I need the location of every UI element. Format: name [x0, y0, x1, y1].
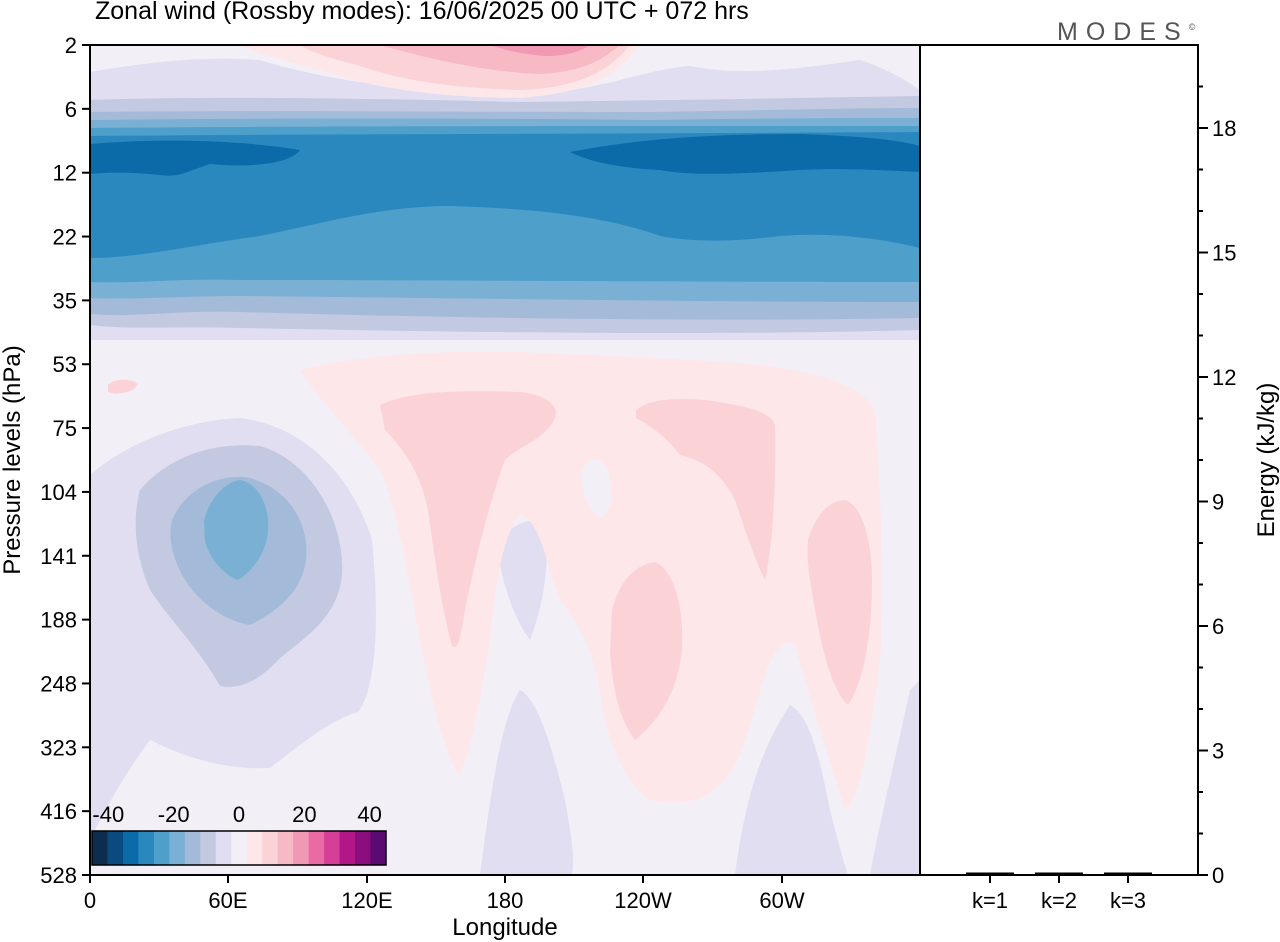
- energy-tick-label: 0: [1212, 863, 1224, 888]
- energy-category-label: k=1: [972, 888, 1008, 913]
- energy-bar: [1104, 872, 1152, 874]
- westerly-lobe-40W: [807, 500, 872, 705]
- energy-tick-label: 9: [1212, 490, 1224, 515]
- y-tick-label: 6: [65, 97, 77, 122]
- x-tick-label: 0: [84, 888, 96, 913]
- energy-axis-title: Energy (kJ/kg): [1253, 383, 1280, 538]
- energy-axis: Energy (kJ/kg) 0 3 6 9 12 15 18: [1198, 85, 1280, 888]
- energy-category-label: k=3: [1110, 888, 1146, 913]
- y-tick-label: 141: [40, 544, 77, 569]
- colorbar-swatch: [262, 831, 279, 865]
- energy-tick-label: 18: [1212, 116, 1236, 141]
- y-tick-label: 248: [40, 671, 77, 696]
- y-tick-label: 22: [53, 225, 77, 250]
- energy-tick-label: 3: [1212, 739, 1224, 764]
- colorbar-swatch: [184, 831, 201, 865]
- colorbar-tick-label: 20: [292, 802, 316, 827]
- colorbar-swatch: [92, 831, 108, 865]
- westerly-lobe-160E: [380, 391, 556, 647]
- energy-panel-frame: [919, 44, 1199, 876]
- y-tick-label: 528: [40, 863, 77, 888]
- colorbar-swatch: [231, 831, 248, 865]
- y-tick-label: 53: [53, 352, 77, 377]
- contour-field: [90, 45, 920, 875]
- colorbar-tick-label: 40: [357, 802, 381, 827]
- energy-category-label: k=2: [1041, 888, 1077, 913]
- chart-title: Zonal wind (Rossby modes): 16/06/2025 00…: [95, 0, 749, 25]
- westerly-speck-50E: [108, 379, 138, 394]
- x-tick-label: 120E: [341, 888, 392, 913]
- logo-text: MODES: [1057, 18, 1189, 46]
- modes-logo: MODES©: [1057, 18, 1195, 47]
- logo-mark: ©: [1188, 22, 1196, 32]
- x-tick-label: 60E: [208, 888, 247, 913]
- colorbar-swatch: [339, 831, 356, 865]
- pressure-axis: Pressure levels (hPa) 2 6 12 22 35 53 75 104 141…: [0, 33, 90, 888]
- x-tick-label: 120W: [614, 888, 672, 913]
- colorbar-swatch: [169, 831, 186, 865]
- y-tick-label: 12: [53, 161, 77, 186]
- colorbar-swatch: [122, 831, 139, 865]
- colorbar-tick-label: -20: [158, 802, 190, 827]
- colorbar-swatch: [355, 831, 372, 865]
- colorbar-swatch: [153, 831, 170, 865]
- westerly-upper-20: [490, 45, 590, 56]
- easterly-core-east: [570, 134, 920, 174]
- easterly-tongue-60W: [735, 705, 848, 875]
- x-tick-label: 60W: [759, 888, 804, 913]
- y-tick-label: 2: [65, 33, 77, 58]
- colorbar-tick-label: 0: [233, 802, 245, 827]
- y-tick-label: 104: [40, 480, 77, 505]
- energy-tick-label: 15: [1212, 241, 1236, 266]
- neutral-blob-140W: [582, 459, 612, 518]
- y-tick-label: 35: [53, 288, 77, 313]
- colorbar-frame: [91, 830, 387, 866]
- colorbar-tick-label: -40: [92, 802, 124, 827]
- longitude-axis: 0 60E 120E 180 120W 60W Longitude: [84, 875, 805, 941]
- easterly-core-west: [90, 140, 300, 176]
- y-tick-label: 323: [40, 735, 77, 760]
- colorbar: -40 -20 0 20 40: [91, 802, 387, 866]
- energy-tick-label: 12: [1212, 365, 1236, 390]
- easterly-low-15: [204, 480, 269, 580]
- colorbar-swatch: [324, 831, 341, 865]
- colorbar-swatch: [246, 831, 263, 865]
- energy-bar: [966, 872, 1014, 874]
- energy-bar: [1035, 872, 1083, 874]
- y-tick-label: 75: [53, 416, 77, 441]
- westerly-lobe-120W: [610, 562, 683, 740]
- energy-tick-label: 6: [1212, 614, 1224, 639]
- y-axis-title: Pressure levels (hPa): [0, 345, 26, 574]
- colorbar-swatch: [308, 831, 325, 865]
- easterly-blob-180: [500, 519, 547, 640]
- colorbar-swatch: [200, 831, 217, 865]
- x-tick-label: 180: [487, 888, 524, 913]
- y-tick-label: 188: [40, 608, 77, 633]
- colorbar-swatch: [277, 831, 294, 865]
- colorbar-swatch: [138, 831, 155, 865]
- easterly-tongue-180: [480, 690, 574, 875]
- westerly-lobe-100W: [636, 399, 776, 580]
- easterly-tongue-east: [870, 680, 920, 875]
- colorbar-swatch: [215, 831, 232, 865]
- colorbar-swatch: [370, 831, 387, 865]
- y-tick-label: 416: [40, 799, 77, 824]
- colorbar-swatch: [293, 831, 310, 865]
- energy-bars: k=1 k=2 k=3: [966, 872, 1152, 913]
- x-axis-title: Longitude: [452, 914, 557, 941]
- colorbar-swatch: [107, 831, 124, 865]
